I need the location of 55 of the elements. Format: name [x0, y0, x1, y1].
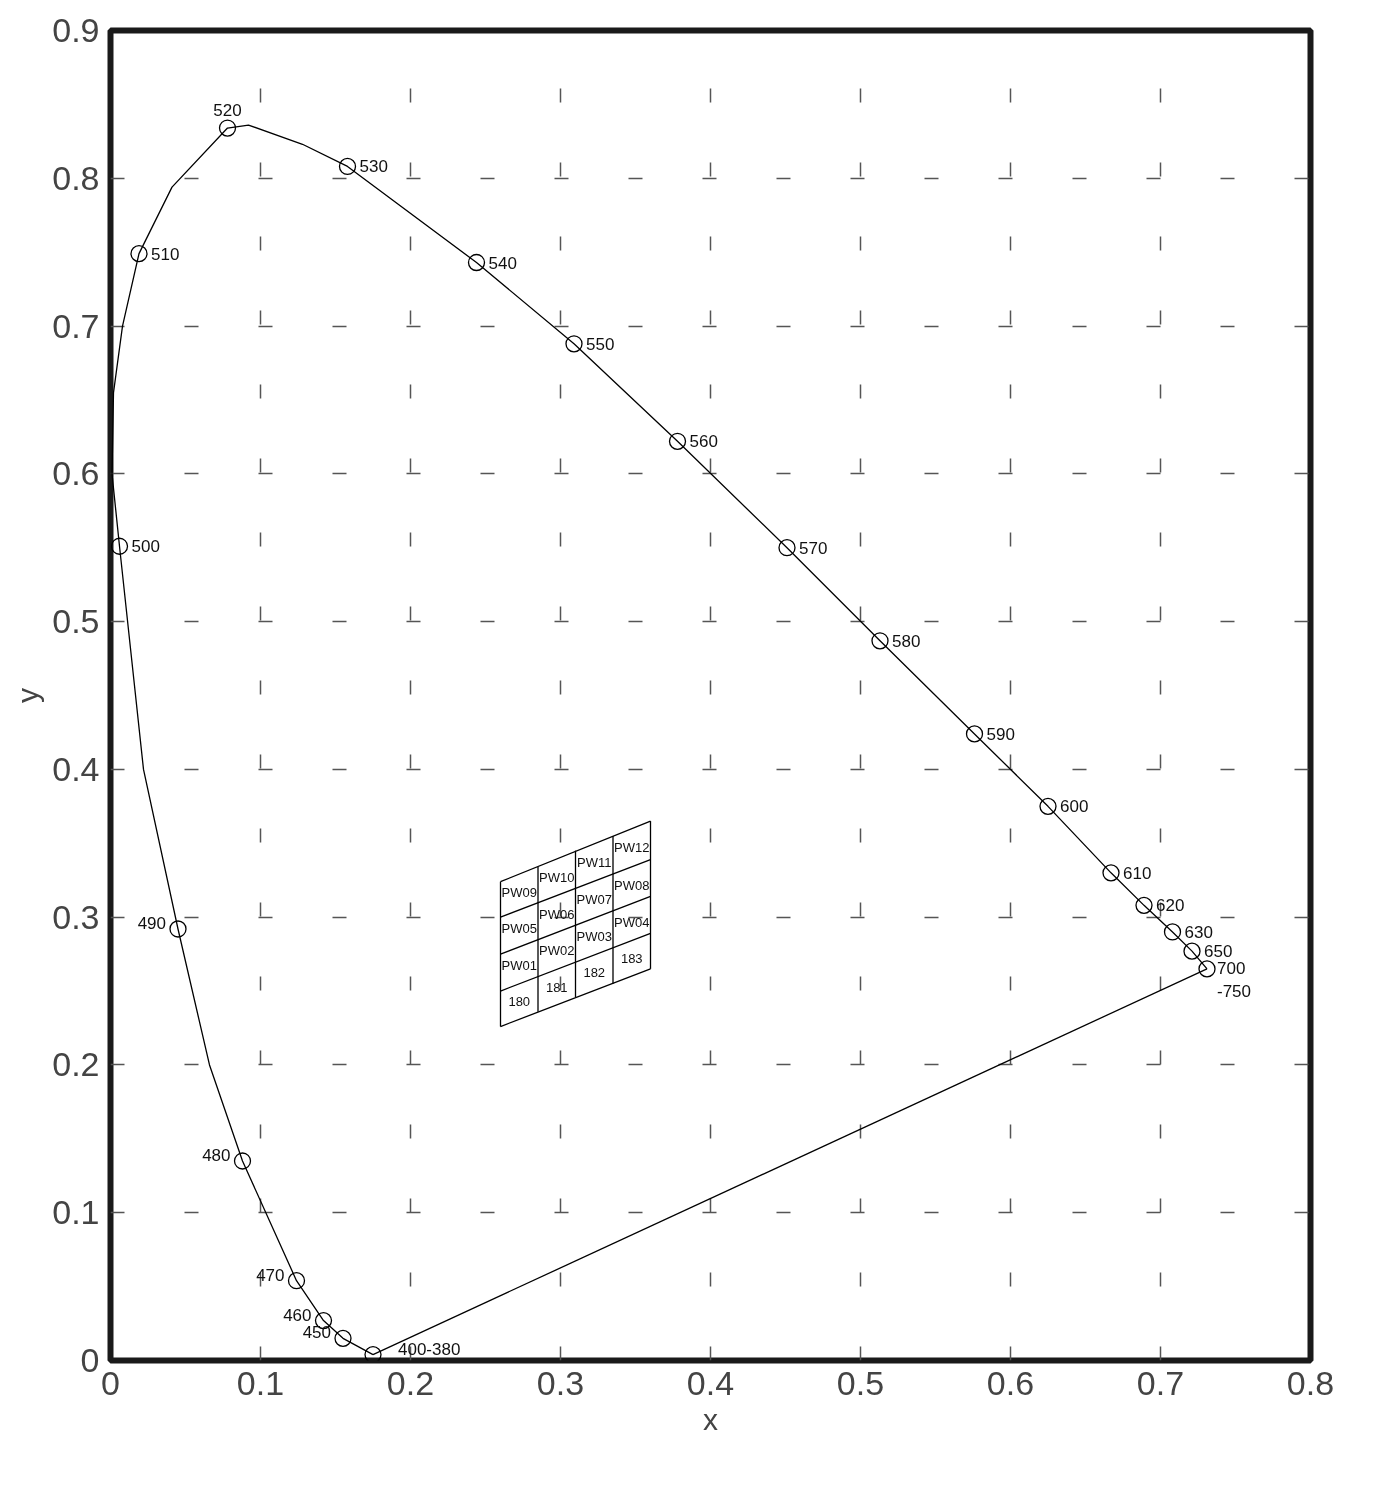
y-tick-label: 0.3	[52, 897, 100, 936]
annotation: PW10	[539, 869, 575, 885]
x-tick-label: 0.8	[1286, 1363, 1335, 1402]
annotation: PW02	[539, 943, 575, 959]
annotation: 590	[986, 724, 1015, 744]
annotation: 630	[1184, 922, 1213, 942]
annotation: 520	[213, 101, 242, 121]
y-tick-label: 0.8	[52, 158, 100, 197]
x-tick-label: 0.3	[536, 1363, 585, 1402]
y-tick-label: 0.6	[52, 454, 100, 493]
x-tick-label: 0.2	[386, 1363, 435, 1402]
annotation: 460	[283, 1305, 312, 1325]
annotation: 550	[586, 334, 615, 354]
annotation: 181	[545, 979, 568, 995]
x-axis-title: x	[703, 1402, 718, 1436]
y-tick-label: 0.2	[52, 1045, 100, 1084]
annotation: 470	[256, 1265, 285, 1285]
annotation: 540	[488, 253, 517, 273]
annotation: PW05	[501, 920, 537, 936]
annotation: PW12	[614, 840, 650, 856]
annotation: PW09	[501, 884, 537, 900]
annotation: 560	[689, 432, 718, 452]
y-tick-label: 0.1	[52, 1193, 100, 1232]
x-tick-label: 0.5	[836, 1363, 885, 1402]
annotation: 480	[202, 1146, 231, 1165]
annotation: 620	[1156, 896, 1185, 916]
y-tick-label: 0.4	[52, 749, 100, 788]
annotation: 400-380	[398, 1339, 461, 1359]
x-tick-label: 0.1	[236, 1363, 285, 1402]
annotation: 600	[1060, 797, 1089, 817]
annotation: PW03	[576, 929, 612, 945]
annotation: PW11	[577, 854, 612, 870]
annotation: 530	[359, 157, 388, 177]
annotation: 180	[508, 994, 531, 1010]
annotation: 490	[137, 913, 167, 933]
y-tick-label: 0.9	[52, 11, 100, 49]
annotation: 570	[799, 538, 828, 558]
y-tick-label: 0.5	[52, 602, 100, 641]
y-tick-label: 0.7	[52, 306, 100, 345]
annotation: PW01	[501, 957, 537, 973]
x-tick-label: 0.4	[686, 1363, 735, 1402]
annotation: 610	[1123, 863, 1152, 883]
annotation: 580	[892, 631, 921, 651]
x-tick-label: 0.7	[1136, 1363, 1185, 1402]
annotation: 183	[620, 950, 643, 966]
annotation: 500	[131, 537, 160, 557]
annotation: PW04	[614, 914, 650, 930]
annotation: 182	[583, 965, 606, 981]
annotation: 510	[151, 244, 180, 264]
y-axis-title: y	[11, 688, 45, 703]
annotation: PW06	[539, 906, 575, 922]
annotation: 450	[302, 1323, 332, 1343]
annotation: PW07	[576, 892, 612, 908]
annotation: PW08	[614, 877, 650, 893]
x-tick-label: 0.6	[986, 1363, 1035, 1402]
